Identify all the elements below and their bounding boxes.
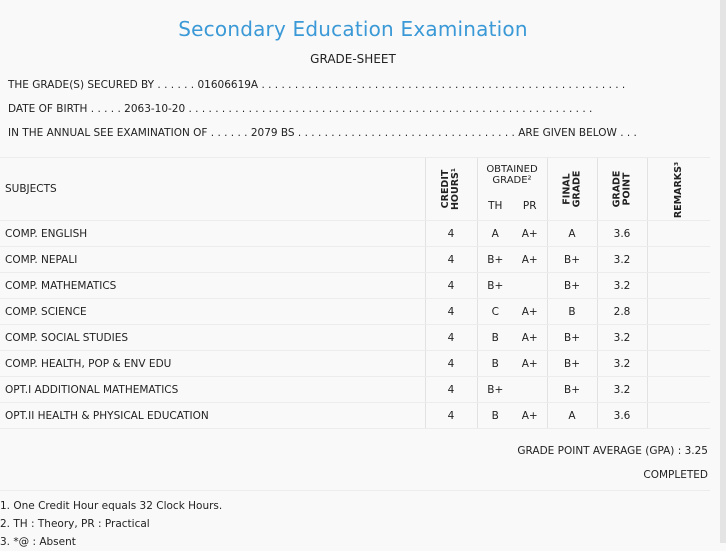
page-scrollbar[interactable]	[720, 0, 726, 543]
table-row: COMP. ENGLISH 4 A A+ A 3.6	[0, 220, 710, 247]
credit-hours-header-label: CREDIT HOURS¹	[440, 167, 461, 211]
pr-grade-cell	[513, 272, 547, 299]
grade-point-cell: 3.2	[596, 272, 647, 299]
grade-point-cell: 3.2	[596, 376, 647, 403]
footnote-credit-hour: 1. One Credit Hour equals 32 Clock Hours…	[0, 500, 223, 512]
pr-grade-cell: A+	[513, 246, 547, 273]
grade-point-cell: 3.2	[596, 324, 647, 351]
final-grade-cell: B+	[546, 324, 597, 351]
th-grade-cell: B+	[476, 272, 513, 299]
subject-cell: COMP. SCIENCE	[0, 298, 425, 325]
exam-line: IN THE ANNUAL SEE EXAMINATION OF . . . .…	[8, 127, 637, 139]
credit-cell: 4	[424, 376, 477, 403]
pr-header: PR	[513, 192, 547, 221]
subject-cell: COMP. HEALTH, POP & ENV EDU	[0, 350, 425, 377]
pr-grade-cell: A+	[513, 350, 547, 377]
grade-point-header: GRADE POINT	[596, 157, 647, 221]
remarks-header: REMARKS³	[646, 157, 710, 221]
final-grade-header: FINAL GRADE	[546, 157, 597, 221]
pr-grade-cell: A+	[513, 298, 547, 325]
secured-by-line: THE GRADE(S) SECURED BY . . . . . . 0160…	[8, 79, 626, 91]
table-row: OPT.II HEALTH & PHYSICAL EDUCATION 4 B A…	[0, 402, 710, 429]
remarks-cell	[646, 272, 710, 299]
date-of-birth-line: DATE OF BIRTH . . . . . 2063-10-20 . . .…	[8, 103, 593, 115]
remarks-cell	[646, 220, 710, 247]
table-row: COMP. MATHEMATICS 4 B+ B+ 3.2	[0, 272, 710, 299]
pr-grade-cell: A+	[513, 324, 547, 351]
final-grade-cell: B+	[546, 350, 597, 377]
gpa-summary: GRADE POINT AVERAGE (GPA) : 3.25	[517, 445, 708, 457]
table-row: COMP. SOCIAL STUDIES 4 B A+ B+ 3.2	[0, 324, 710, 351]
remarks-cell	[646, 246, 710, 273]
table-row: OPT.I ADDITIONAL MATHEMATICS 4 B+ B+ 3.2	[0, 376, 710, 403]
footnote-absent: 3. *@ : Absent	[0, 536, 76, 548]
remarks-header-label: REMARKS³	[672, 161, 684, 219]
pr-grade-cell	[513, 376, 547, 403]
th-header: TH	[476, 192, 513, 221]
grade-point-header-label: GRADE POINT	[611, 170, 632, 208]
subject-cell: COMP. NEPALI	[0, 246, 425, 273]
th-grade-cell: B+	[476, 246, 513, 273]
credit-cell: 4	[424, 246, 477, 273]
subject-cell: COMP. MATHEMATICS	[0, 272, 425, 299]
credit-cell: 4	[424, 324, 477, 351]
pr-grade-cell: A+	[513, 220, 547, 247]
pr-grade-cell: A+	[513, 402, 547, 429]
grade-point-cell: 3.6	[596, 220, 647, 247]
table-row: COMP. NEPALI 4 B+ A+ B+ 3.2	[0, 246, 710, 273]
grade-point-cell: 3.2	[596, 246, 647, 273]
credit-cell: 4	[424, 402, 477, 429]
grade-point-cell: 3.2	[596, 350, 647, 377]
final-grade-cell: A	[546, 402, 597, 429]
th-grade-cell: B	[476, 324, 513, 351]
subject-cell: OPT.II HEALTH & PHYSICAL EDUCATION	[0, 402, 425, 429]
footnote-theory-practical: 2. TH : Theory, PR : Practical	[0, 518, 150, 530]
th-grade-cell: A	[476, 220, 513, 247]
subjects-header: SUBJECTS	[0, 157, 425, 221]
th-grade-cell: B+	[476, 376, 513, 403]
remarks-cell	[646, 376, 710, 403]
table-row: COMP. HEALTH, POP & ENV EDU 4 B A+ B+ 3.…	[0, 350, 710, 377]
final-grade-cell: A	[546, 220, 597, 247]
grade-point-cell: 2.8	[596, 298, 647, 325]
credit-hours-header: CREDIT HOURS¹	[424, 157, 477, 221]
footnotes: 1. One Credit Hour equals 32 Clock Hours…	[0, 490, 710, 551]
credit-cell: 4	[424, 220, 477, 247]
remarks-cell	[646, 402, 710, 429]
final-grade-cell: B+	[546, 376, 597, 403]
credit-cell: 4	[424, 298, 477, 325]
result-status: COMPLETED	[643, 469, 708, 481]
subject-cell: COMP. ENGLISH	[0, 220, 425, 247]
grade-table: SUBJECTS CREDIT HOURS¹ OBTAINED GRADE² F…	[0, 156, 710, 429]
final-grade-cell: B	[546, 298, 597, 325]
th-grade-cell: B	[476, 350, 513, 377]
exam-title: Secondary Education Examination	[178, 17, 528, 41]
grade-sheet-heading: GRADE-SHEET	[310, 52, 396, 66]
subject-cell: OPT.I ADDITIONAL MATHEMATICS	[0, 376, 425, 403]
credit-cell: 4	[424, 272, 477, 299]
credit-cell: 4	[424, 350, 477, 377]
remarks-cell	[646, 298, 710, 325]
th-grade-cell: C	[476, 298, 513, 325]
remarks-cell	[646, 350, 710, 377]
grade-point-cell: 3.6	[596, 402, 647, 429]
final-grade-header-label: FINAL GRADE	[561, 170, 582, 208]
obtained-grade-header: OBTAINED GRADE²	[476, 156, 547, 193]
th-grade-cell: B	[476, 402, 513, 429]
table-row: COMP. SCIENCE 4 C A+ B 2.8	[0, 298, 710, 325]
final-grade-cell: B+	[546, 246, 597, 273]
subject-cell: COMP. SOCIAL STUDIES	[0, 324, 425, 351]
final-grade-cell: B+	[546, 272, 597, 299]
remarks-cell	[646, 324, 710, 351]
